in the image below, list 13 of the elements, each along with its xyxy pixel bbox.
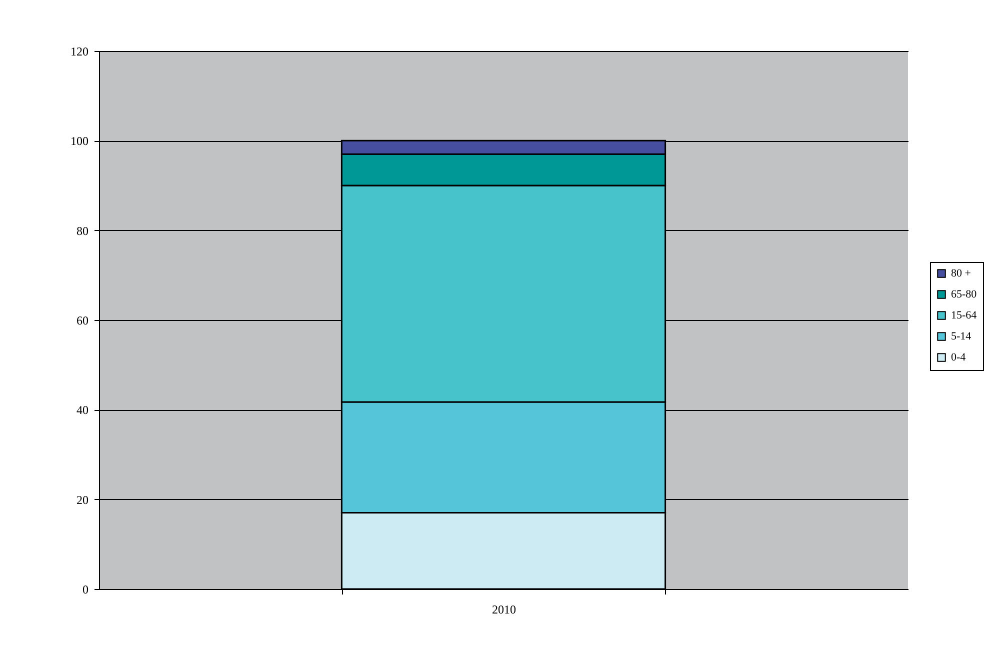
y-tick-label: 100 <box>70 134 88 148</box>
y-tick-label: 60 <box>76 314 88 328</box>
y-tick-label: 40 <box>76 403 88 418</box>
x-tick-label: 2010 <box>492 602 516 616</box>
legend-label: 5-14 <box>951 330 972 342</box>
legend-label: 80 + <box>951 268 971 280</box>
y-tick-label: 0 <box>82 582 88 596</box>
legend-label: 15-64 <box>951 310 978 322</box>
legend-label: 0-4 <box>951 352 966 364</box>
y-tick-label: 120 <box>70 44 88 58</box>
y-tick-label: 80 <box>76 224 88 238</box>
legend-label: 65-80 <box>951 288 978 300</box>
y-tick-label: 20 <box>76 492 88 507</box>
